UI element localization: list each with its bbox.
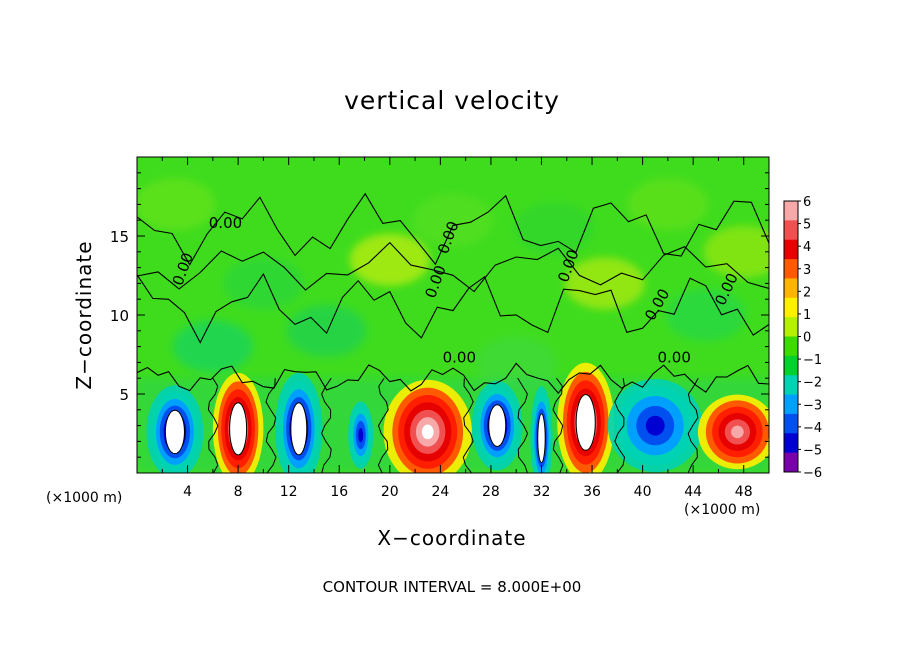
zero-contour-lines: [137, 192, 769, 473]
colorbar-segment: [784, 355, 798, 376]
field-patch: [413, 194, 493, 247]
cell-boundary-contour-0: [207, 377, 219, 473]
x-axis-label: X−coordinate: [377, 526, 527, 550]
field-patch: [476, 336, 557, 389]
field-patch: [514, 202, 595, 255]
cell-downdraft-6: [530, 386, 553, 473]
cell-downdraft-5: [471, 380, 523, 471]
updraft-downdraft-cells: [146, 362, 769, 473]
zero-contour-line-1: [137, 272, 769, 344]
field-patch: [703, 225, 769, 278]
zero-contour-line-2: [137, 192, 769, 266]
cell-downdraft-3: [348, 401, 374, 469]
colorbar-tick-label: −4: [803, 421, 822, 436]
cell-downdraft-8: [607, 378, 703, 473]
colorbar-segment: [784, 452, 798, 473]
colorbar-tick-label: −6: [803, 466, 822, 481]
y-axis-ticks: 5 10 15: [110, 172, 769, 458]
zero-contour-line-3: [137, 241, 769, 293]
x-tick-label: 28: [482, 484, 500, 500]
contour-interval-note: CONTOUR INTERVAL = 8.000E+00: [322, 578, 582, 596]
zero-contour-line-0: [137, 362, 769, 394]
x-tick-label: 44: [684, 484, 702, 500]
colorbar-tick-label: −1: [803, 353, 822, 368]
field-patch: [223, 257, 304, 310]
colorbar-tick-label: 0: [803, 331, 811, 346]
colorbar-segment: [784, 375, 798, 396]
colorbar-tick-label: −5: [803, 443, 822, 458]
x-tick-label: 48: [735, 484, 753, 500]
field-patch: [286, 304, 367, 357]
contour-label: 0.00: [657, 348, 690, 366]
colorbar-segment: [784, 220, 798, 241]
colorbar-tick-label: −3: [803, 398, 822, 413]
field-patch: [665, 289, 746, 341]
colorbar-segment: [784, 413, 798, 434]
y-tick-label: 10: [110, 307, 129, 325]
field-patch: [172, 320, 253, 373]
cell-boundary-contour-7: [614, 378, 626, 473]
cell-boundary-contour-3: [377, 377, 389, 473]
colorbar-segment: [784, 297, 798, 318]
field-patch: [564, 257, 645, 310]
colorbar-tick-label: 3: [803, 263, 811, 278]
colorbar-segment: [784, 201, 798, 221]
field-patch: [627, 178, 708, 231]
colorbar-tick-label: 5: [803, 218, 811, 233]
x-unit-label-left: (×1000 m): [46, 490, 123, 506]
colorbar-segment: [784, 336, 798, 357]
cell-boundary-contour-2: [321, 377, 332, 473]
colorbar-segment: [784, 259, 798, 279]
y-tick-label: 15: [110, 228, 129, 246]
x-axis-ticks: 4 8 12 16 20 24 28 32 36 40 44 48: [161, 157, 753, 500]
colorbar-segment: [784, 394, 798, 415]
x-tick-label: 36: [583, 484, 601, 500]
cell-updraft-4: [383, 379, 472, 473]
cell-boundary-contour-8: [687, 377, 699, 473]
field-patch: [349, 233, 430, 286]
cell-boundary-contour-1: [265, 378, 277, 473]
cell-downdraft-0: [146, 385, 204, 473]
colorbar-tick-label: 4: [803, 240, 811, 255]
x-tick-label: 40: [634, 484, 652, 500]
x-tick-label: 4: [183, 484, 192, 500]
x-tick-label: 32: [533, 484, 551, 500]
contour-label: 0.00: [443, 348, 476, 366]
cell-boundary-contour-5: [517, 377, 529, 473]
cell-downdraft-2: [275, 372, 323, 473]
cell-updraft-7: [557, 362, 615, 473]
cell-boundary-contour-6: [552, 377, 564, 473]
colorbar-tick-label: 1: [803, 308, 811, 323]
x-tick-label: 16: [330, 484, 348, 500]
cell-updraft-9: [697, 394, 769, 470]
chart-title: vertical velocity: [344, 86, 560, 115]
colorbar-segment: [784, 317, 798, 337]
colorbar-tick-label: −2: [803, 376, 822, 391]
colorbar-segment: [784, 239, 798, 260]
contour-label: 0.00: [209, 214, 242, 232]
cell-updraft-1: [212, 372, 264, 473]
colorbar-segment: [784, 433, 798, 454]
y-tick-label: 5: [119, 386, 129, 404]
colorbar-segment: [784, 278, 798, 299]
field-patch: [137, 178, 215, 231]
x-tick-label: 20: [381, 484, 399, 500]
colorbar-tick-label: 6: [803, 195, 811, 210]
colorbar-tick-label: 2: [803, 285, 811, 300]
x-unit-label-right: (×1000 m): [684, 502, 761, 518]
x-tick-label: 8: [234, 484, 243, 500]
cell-boundary-contour-4: [462, 378, 474, 473]
colorbar: 6 5 4 3 2 1 0 −1 −2 −3 −4 −5 −6: [783, 195, 822, 481]
x-tick-label: 12: [280, 484, 298, 500]
x-tick-label: 24: [431, 484, 449, 500]
